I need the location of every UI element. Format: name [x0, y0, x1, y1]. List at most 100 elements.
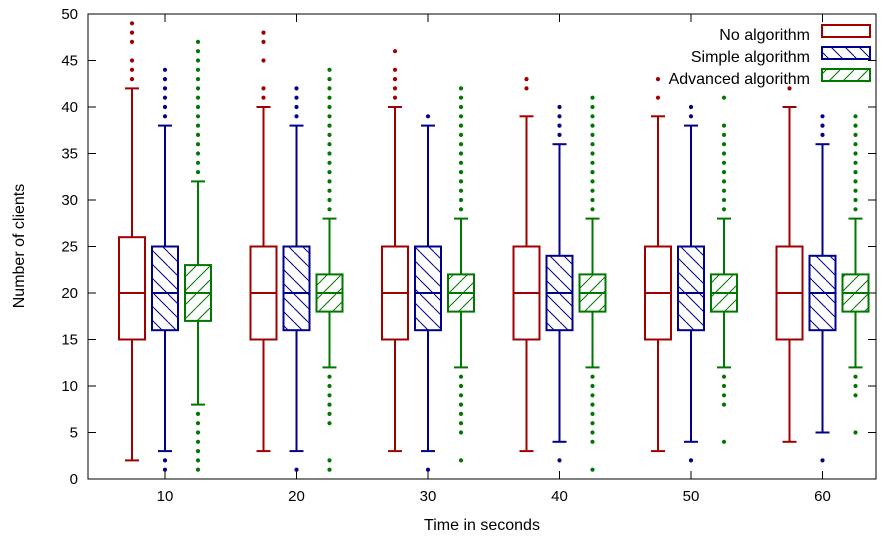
box: [184, 39, 212, 472]
outlier-point: [458, 179, 464, 184]
legend-label: Advanced algorithm: [669, 71, 810, 88]
outlier-point: [655, 77, 661, 82]
box-iqr: [677, 245, 705, 332]
outlier-point: [261, 30, 266, 35]
outlier-point: [327, 170, 332, 175]
outlier-point: [195, 114, 201, 119]
outlier-point: [458, 142, 464, 147]
outlier-point: [853, 170, 858, 175]
outlier-point: [261, 86, 266, 91]
outlier-point: [590, 207, 595, 212]
outlier-point: [195, 467, 201, 472]
outlier-point: [853, 197, 858, 203]
outlier-point: [721, 439, 727, 444]
box-iqr: [282, 245, 311, 332]
outlier-point: [688, 458, 694, 463]
outlier-point: [721, 160, 727, 165]
outlier-point: [590, 114, 595, 119]
x-tick-label: 10: [157, 488, 174, 505]
outlier-point: [590, 188, 595, 193]
series-no-algorithm: [118, 21, 804, 462]
outlier-point: [162, 458, 168, 463]
outlier-point: [590, 170, 595, 175]
outlier-point: [195, 458, 201, 463]
box: [151, 67, 179, 472]
box: [808, 114, 837, 463]
outlier-point: [820, 114, 825, 119]
box: [775, 86, 804, 443]
box: [447, 86, 475, 463]
outlier-point: [557, 114, 562, 119]
y-tick-label: 0: [70, 471, 78, 488]
outlier-point: [458, 383, 464, 389]
outlier-point: [129, 21, 135, 26]
outlier-point: [787, 86, 792, 91]
outlier-point: [721, 170, 727, 175]
legend-swatch: [821, 24, 871, 38]
outlier-point: [327, 421, 332, 426]
outlier-point: [853, 142, 858, 147]
y-tick-label: 40: [61, 99, 78, 116]
box: [512, 77, 541, 453]
series-simple-algorithm: [151, 67, 837, 472]
outlier-point: [590, 197, 595, 203]
outlier-point: [557, 104, 562, 110]
outlier-point: [261, 39, 266, 45]
outlier-point: [458, 132, 464, 137]
outlier-point: [327, 95, 332, 100]
y-axis: 0 5 10 15 20 25 30 35 40 45 50: [61, 6, 876, 488]
outlier-point: [327, 160, 332, 165]
outlier-point: [261, 58, 266, 63]
box: [677, 104, 705, 463]
outlier-point: [590, 402, 595, 407]
outlier-point: [721, 207, 727, 212]
box: [545, 104, 574, 463]
outlier-point: [458, 123, 464, 128]
outlier-point: [590, 95, 595, 100]
outlier-point: [162, 77, 168, 82]
outlier-point: [195, 95, 201, 100]
outlier-point: [261, 95, 266, 100]
box-iqr: [118, 236, 146, 341]
outlier-point: [195, 58, 201, 63]
outlier-point: [590, 374, 595, 379]
box: [414, 114, 442, 472]
box: [249, 30, 278, 453]
outlier-point: [458, 207, 464, 212]
outlier-point: [590, 421, 595, 426]
outlier-point: [425, 114, 431, 119]
outlier-point: [590, 393, 595, 398]
outlier-point: [721, 95, 727, 100]
outlier-point: [590, 439, 595, 444]
x-axis: 10 20 30 40 50 60: [157, 14, 831, 505]
outlier-point: [853, 374, 858, 379]
y-tick-label: 25: [61, 239, 78, 256]
outlier-point: [327, 123, 332, 128]
outlier-point: [129, 39, 135, 45]
outlier-point: [294, 467, 299, 472]
outlier-point: [327, 114, 332, 119]
x-tick-label: 30: [420, 488, 437, 505]
outlier-point: [458, 104, 464, 110]
outlier-point: [327, 374, 332, 379]
outlier-point: [294, 95, 299, 100]
outlier-point: [195, 160, 201, 165]
outlier-point: [392, 67, 398, 72]
outlier-point: [853, 207, 858, 212]
outlier-point: [820, 123, 825, 128]
outlier-point: [392, 95, 398, 100]
outlier-point: [458, 95, 464, 100]
outlier-point: [853, 123, 858, 128]
outlier-point: [327, 67, 332, 72]
y-tick-label: 45: [61, 53, 78, 70]
outlier-point: [392, 77, 398, 82]
outlier-point: [327, 179, 332, 184]
box-series-group: [118, 21, 870, 472]
outlier-point: [458, 170, 464, 175]
outlier-point: [688, 114, 694, 119]
outlier-point: [590, 383, 595, 389]
x-tick-label: 60: [814, 488, 831, 505]
outlier-point: [129, 30, 135, 35]
y-axis-title: Number of clients: [11, 184, 28, 309]
